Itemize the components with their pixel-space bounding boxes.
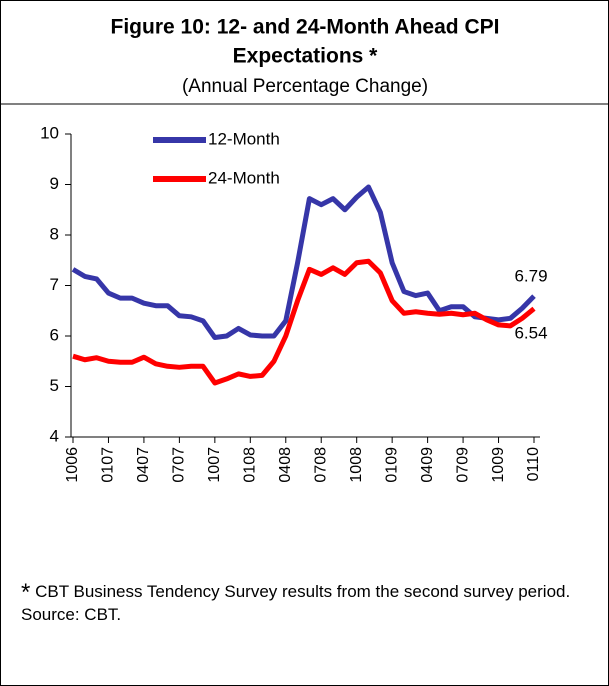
footnote-block: * CBT Business Tendency Survey results f… [21, 581, 591, 626]
value-label: 6.79 [514, 266, 547, 285]
x-tick-label: 1008 [348, 447, 365, 483]
y-tick-label: 9 [50, 174, 59, 193]
x-tick-label: 0407 [135, 447, 152, 483]
x-tick-label: 0408 [277, 447, 294, 483]
series-line [71, 184, 536, 341]
x-tick-label: 0409 [419, 447, 436, 483]
x-tick-label: 0108 [242, 447, 259, 483]
chart-title: Figure 10: 12- and 24-Month Ahead CPI [111, 16, 500, 39]
footnote-marker: * [21, 579, 31, 606]
y-tick-label: 5 [50, 376, 59, 395]
x-tick-label: 1009 [490, 447, 507, 483]
x-tick-label: 0107 [100, 447, 117, 483]
y-tick-label: 4 [50, 426, 59, 445]
x-tick-label: 0708 [312, 447, 329, 483]
y-tick-label: 7 [50, 275, 59, 294]
x-tick-label: 0707 [171, 447, 188, 483]
legend-label: 12-Month [208, 129, 280, 148]
chart-subtitle: (Annual Percentage Change) [182, 76, 428, 97]
footnote: CBT Business Tendency Survey results fro… [35, 582, 571, 601]
y-tick-label: 8 [50, 224, 59, 243]
chart-title: Expectations * [233, 45, 379, 68]
value-label: 6.54 [514, 323, 547, 342]
x-tick-label: 1007 [206, 447, 223, 483]
source: Source: CBT. [21, 605, 122, 624]
x-tick-label: 0709 [454, 447, 471, 483]
x-tick-label: 0110 [525, 447, 542, 482]
y-tick-label: 6 [50, 325, 59, 344]
x-tick-label: 0109 [383, 447, 400, 483]
x-tick-label: 1006 [64, 447, 81, 483]
series-line [72, 258, 536, 386]
legend-label: 24-Month [208, 168, 280, 187]
y-tick-label: 10 [40, 123, 59, 142]
